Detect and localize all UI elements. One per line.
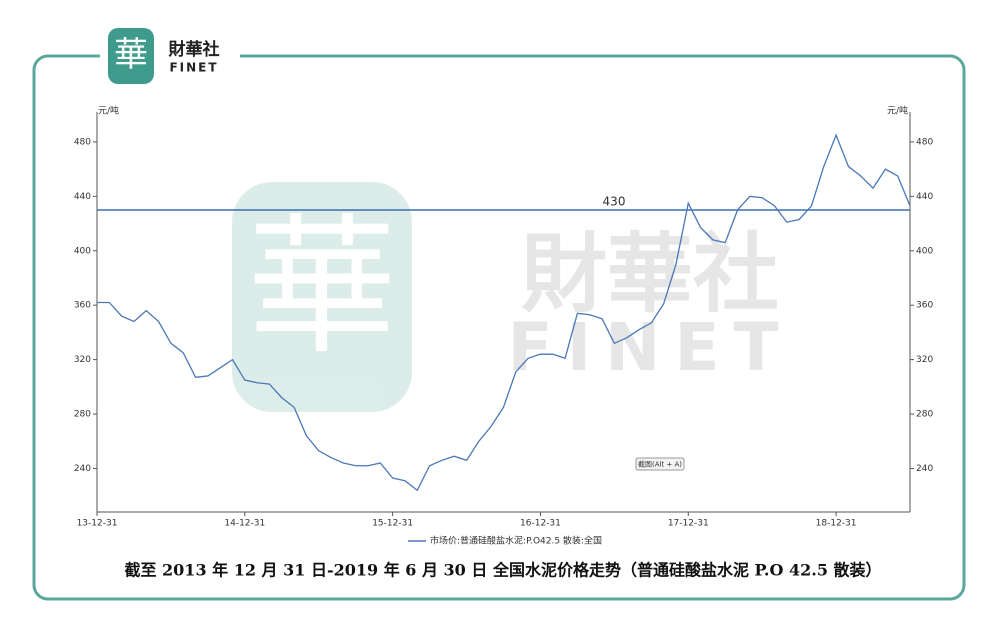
y-tick-label: 280 (74, 410, 91, 420)
y2-tick-label: 240 (916, 464, 933, 474)
x-tick-label: 14-12-31 (224, 519, 265, 529)
y-tick-label: 480 (74, 137, 91, 147)
y2-tick-label: 320 (916, 355, 933, 365)
y-tick-label: 240 (74, 464, 91, 474)
x-tick-label: 17-12-31 (668, 519, 709, 529)
y-tick-label: 360 (74, 301, 91, 311)
watermark-mark: 華 (247, 201, 397, 375)
y2-tick-label: 280 (916, 410, 933, 420)
frame (32, 54, 966, 601)
y2-unit: 元/吨 (887, 105, 908, 117)
screenshot-hint-box[interactable] (635, 457, 685, 471)
watermark-badge (232, 182, 412, 412)
logo-sub: FINET (169, 61, 218, 75)
logo-mark: 華 (114, 35, 148, 75)
x-tick-label: 13-12-31 (77, 519, 118, 529)
x-tick-label: 15-12-31 (372, 519, 413, 529)
watermark-name: 財華社 (521, 224, 779, 324)
caption: 截至 2013 年 12 月 31 日-2019 年 6 月 30 日 全国水泥… (124, 561, 881, 580)
series-line (97, 133, 911, 492)
y-tick-label: 440 (74, 192, 91, 202)
y2-tick-label: 440 (916, 192, 933, 202)
y2-tick-label: 360 (916, 301, 933, 311)
logo-badge (108, 28, 154, 84)
x-tick-label: 16-12-31 (520, 519, 561, 529)
watermark-sub: FINET (508, 309, 793, 386)
y-tick-label: 320 (74, 355, 91, 365)
reference-label: 430 (603, 194, 626, 208)
logo-name: 財華社 (168, 39, 220, 60)
screenshot-hint[interactable]: 截图(Alt + A) (638, 460, 682, 469)
x-tick-label: 18-12-31 (816, 519, 857, 529)
legend-label: 市场价:普通硅酸盐水泥:P.O42.5 散装:全国 (430, 535, 602, 547)
y2-tick-label: 480 (916, 137, 933, 147)
y-unit: 元/吨 (98, 105, 119, 117)
watermark: 華 財華社 FINET (232, 182, 793, 412)
y2-tick-label: 400 (916, 246, 933, 256)
y-tick-label: 400 (74, 246, 91, 256)
